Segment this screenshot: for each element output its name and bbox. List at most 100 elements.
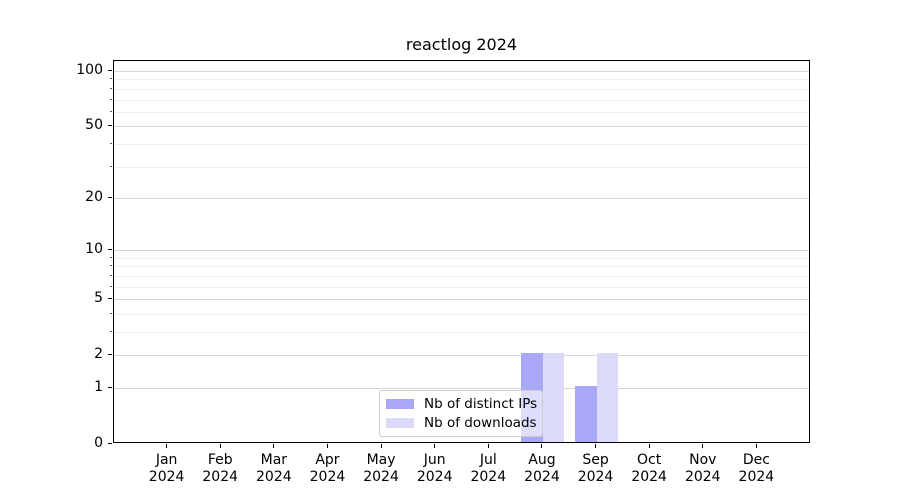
x-tick xyxy=(380,444,382,448)
x-tick xyxy=(326,444,328,448)
major-gridline xyxy=(114,355,809,357)
minor-gridline xyxy=(114,331,809,333)
x-tick-year: 2024 xyxy=(309,469,346,485)
x-tick xyxy=(541,444,543,448)
y-tick xyxy=(108,354,112,356)
x-tick-year: 2024 xyxy=(631,469,667,485)
x-tick xyxy=(595,444,597,448)
x-tick-month: Jul xyxy=(479,452,497,468)
minor-gridline xyxy=(114,99,809,101)
x-tick-label: Apr 2024 xyxy=(299,452,355,486)
y-tick xyxy=(108,249,112,251)
x-tick-label: Aug 2024 xyxy=(514,452,570,486)
x-tick-year: 2024 xyxy=(148,469,185,485)
y-minor-tick xyxy=(110,110,112,112)
major-gridline xyxy=(114,71,809,73)
y-tick xyxy=(108,386,112,388)
x-tick-year: 2024 xyxy=(363,469,399,485)
x-tick-year: 2024 xyxy=(202,469,239,485)
minor-gridline xyxy=(114,266,809,268)
bar-downloads xyxy=(596,353,619,442)
minor-gridline xyxy=(114,275,809,277)
x-tick-month: Feb xyxy=(207,452,233,468)
major-gridline xyxy=(114,197,809,199)
x-tick-label: May 2024 xyxy=(353,452,409,486)
x-tick-month: May xyxy=(366,452,396,468)
x-tick-month: Oct xyxy=(637,452,662,468)
x-tick-month: Jan xyxy=(155,452,178,468)
y-tick-label: 100 xyxy=(76,62,103,79)
y-tick xyxy=(108,70,112,72)
y-tick-label: 50 xyxy=(85,117,103,134)
minor-gridline xyxy=(114,286,809,288)
x-tick xyxy=(648,444,650,448)
y-minor-tick xyxy=(110,165,112,167)
x-tick-label: Dec 2024 xyxy=(728,452,784,486)
y-tick xyxy=(108,298,112,300)
y-tick-label: 5 xyxy=(94,290,103,307)
x-tick-year: 2024 xyxy=(577,469,614,485)
minor-gridline xyxy=(114,143,809,145)
legend-item-distinct-ips: Nb of distinct IPs xyxy=(386,396,542,412)
bar-downloads xyxy=(542,353,565,442)
x-tick-month: Sep xyxy=(582,452,609,468)
x-tick-label: Jan 2024 xyxy=(139,452,195,486)
x-tick-label: Mar 2024 xyxy=(246,452,302,486)
legend-label-distinct-ips: Nb of distinct IPs xyxy=(424,396,538,412)
x-tick-year: 2024 xyxy=(256,469,292,485)
x-tick-year: 2024 xyxy=(684,469,721,485)
x-tick-label: Jun 2024 xyxy=(407,452,463,486)
x-tick-month: Aug xyxy=(528,452,556,468)
legend-swatch-distinct-ips xyxy=(386,399,414,409)
legend-item-downloads: Nb of downloads xyxy=(386,415,542,431)
x-tick xyxy=(487,444,489,448)
y-tick xyxy=(108,125,112,127)
minor-gridline xyxy=(114,313,809,315)
major-gridline xyxy=(114,250,809,252)
y-tick-label: 20 xyxy=(85,188,103,205)
x-tick xyxy=(755,444,757,448)
x-tick-month: Nov xyxy=(689,452,717,468)
y-minor-tick xyxy=(110,98,112,100)
y-minor-tick xyxy=(110,312,112,314)
legend-label-downloads: Nb of downloads xyxy=(424,415,537,431)
y-minor-tick xyxy=(110,274,112,276)
x-tick xyxy=(434,444,436,448)
y-minor-tick xyxy=(110,285,112,287)
plot-area xyxy=(113,60,810,443)
x-tick-month: Mar xyxy=(260,452,288,468)
y-tick xyxy=(108,443,112,444)
x-tick-label: Feb 2024 xyxy=(192,452,248,486)
x-tick-month: Dec xyxy=(742,452,770,468)
minor-gridline xyxy=(114,257,809,259)
x-tick-year: 2024 xyxy=(738,469,775,485)
x-tick-year: 2024 xyxy=(416,469,453,485)
x-tick xyxy=(166,444,168,448)
y-tick xyxy=(108,196,112,198)
y-minor-tick xyxy=(110,87,112,89)
minor-gridline xyxy=(114,166,809,168)
x-tick-label: Sep 2024 xyxy=(568,452,624,486)
bar-layer xyxy=(114,61,809,442)
y-tick-label: 10 xyxy=(85,241,103,258)
legend: Nb of distinct IPs Nb of downloads xyxy=(379,390,543,437)
x-tick-month: Jun xyxy=(423,452,446,468)
major-gridline xyxy=(114,299,809,301)
legend-swatch-downloads xyxy=(386,418,414,428)
x-tick xyxy=(219,444,221,448)
grid-layer xyxy=(114,61,809,442)
x-tick-year: 2024 xyxy=(470,469,507,485)
x-tick xyxy=(702,444,704,448)
minor-gridline xyxy=(114,111,809,113)
y-minor-tick xyxy=(110,78,112,80)
x-tick-label: Jul 2024 xyxy=(460,452,516,486)
x-tick-label: Nov 2024 xyxy=(675,452,731,486)
x-tick-month: Apr xyxy=(315,452,340,468)
y-tick-label: 2 xyxy=(94,346,103,363)
major-gridline xyxy=(114,126,809,128)
x-tick-year: 2024 xyxy=(524,469,560,485)
x-tick-label: Oct 2024 xyxy=(621,452,677,486)
y-minor-tick xyxy=(110,265,112,267)
minor-gridline xyxy=(114,79,809,81)
